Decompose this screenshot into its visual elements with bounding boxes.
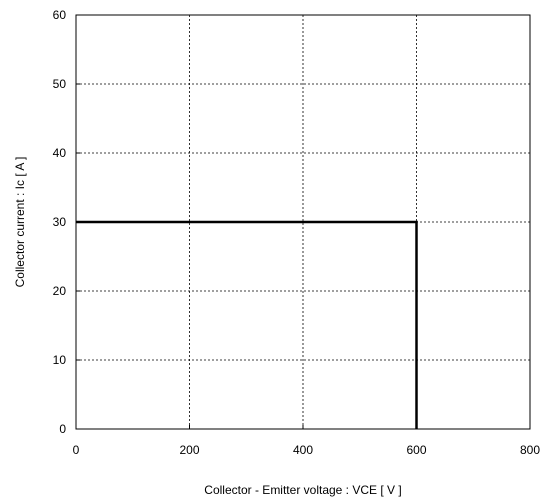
x-axis-label: Collector - Emitter voltage : VCE [ V ]: [204, 483, 401, 497]
series-group: [76, 220, 418, 429]
x-tick-label: 200: [179, 443, 199, 457]
series-line: [76, 220, 418, 429]
x-tick-label: 0: [73, 443, 80, 457]
y-tick-label: 20: [53, 284, 67, 298]
x-tick-label: 800: [520, 443, 540, 457]
y-tick-label: 40: [53, 146, 67, 160]
y-axis-label: Collector current : Ic [ A ]: [13, 157, 27, 288]
y-tick-labels: 0 10 20 30 40 50 60: [53, 8, 80, 436]
x-tick-labels: 0 200 400 600 800: [73, 425, 540, 457]
y-tick-label: 10: [53, 353, 67, 367]
y-tick-label: 60: [53, 8, 67, 22]
y-tick-label: 0: [59, 422, 66, 436]
y-tick-label: 30: [53, 215, 67, 229]
x-tick-label: 400: [293, 443, 313, 457]
x-tick-label: 600: [406, 443, 426, 457]
y-tick-label: 50: [53, 77, 67, 91]
